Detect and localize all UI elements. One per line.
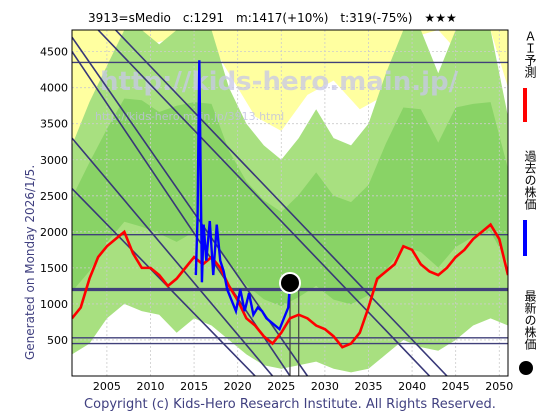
x-tick-label: 2045	[442, 380, 470, 393]
x-tick-label: 2035	[354, 380, 382, 393]
generated-date: Generated on Monday 2026/1/5.	[23, 165, 37, 360]
legend-past-swatch	[523, 220, 527, 256]
x-tick-label: 2050	[485, 380, 513, 393]
x-tick-label: 2015	[180, 380, 208, 393]
chart-title: 3913=sMedio c:1291 m:1417(+10%) t:319(-7…	[88, 11, 457, 25]
legend-latest-dot	[519, 361, 533, 375]
x-tick-label: 2020	[224, 380, 252, 393]
copyright: Copyright (c) Kids-Hero Research Institu…	[84, 397, 496, 412]
watermark: http://kids-hero.main.jp/	[100, 67, 459, 97]
legend-ai-swatch	[523, 88, 527, 122]
y-tick-label: 3500	[40, 118, 68, 131]
x-tick-label: 2010	[136, 380, 164, 393]
diagonal-line	[72, 137, 274, 376]
x-tick-label: 2005	[93, 380, 121, 393]
legend-past-label: 過去の株価	[523, 150, 537, 210]
x-tick-label: 2040	[398, 380, 426, 393]
legend-latest-label: 最新の株価	[523, 290, 537, 350]
y-tick-label: 2000	[40, 226, 68, 239]
y-tick-label: 1500	[40, 262, 68, 275]
yellow-band	[72, 30, 508, 175]
y-tick-label: 1000	[40, 298, 68, 311]
y-tick-label: 500	[47, 334, 68, 347]
legend: ＡＩ予測 過去の株価 最新の株価	[519, 30, 537, 375]
x-axis-ticks: 2005 2010 2015 2020 2025 2030 2035 2040 2045 2050	[93, 380, 513, 393]
series-past-price	[194, 60, 292, 332]
current-price-dot	[279, 271, 301, 294]
grid	[72, 30, 508, 376]
plot-area: http://kids-hero.main.jp/ http://kids-he…	[72, 30, 508, 376]
y-axis-ticks: 500 1000 1500 2000 2500 3000 3500 4000 4500	[40, 46, 68, 347]
plot-border	[71, 29, 509, 377]
x-tick-label: 2025	[267, 380, 295, 393]
x-tick-label: 2030	[311, 380, 339, 393]
watermark-small: http://kids-hero.main.jp/3913.html	[95, 110, 284, 123]
y-tick-label: 2500	[40, 190, 68, 203]
green-band-inner	[72, 98, 508, 307]
diagonal-line	[72, 51, 291, 376]
series-ai-forecast	[72, 222, 508, 349]
diagonal-line	[115, 30, 448, 376]
diagonal-line	[97, 30, 431, 376]
y-tick-label: 3000	[40, 154, 68, 167]
y-tick-label: 4000	[40, 82, 68, 95]
legend-ai-label: ＡＩ予測	[523, 30, 537, 79]
y-tick-label: 4500	[40, 46, 68, 59]
